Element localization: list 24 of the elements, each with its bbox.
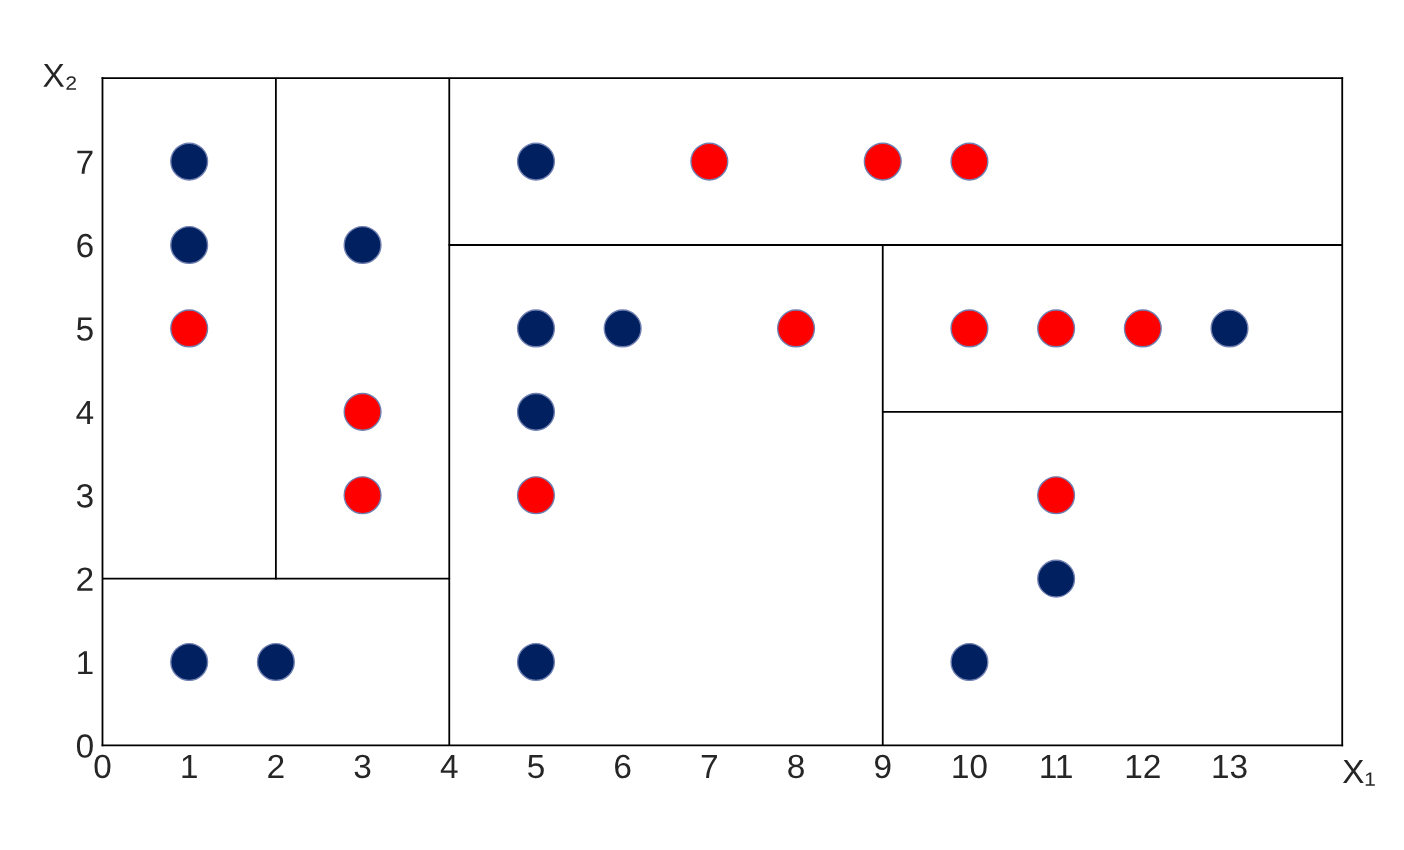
y-tick-label: 1 — [78, 651, 93, 675]
x-tick-label: 5 — [528, 755, 544, 779]
x-tick-label: 9 — [875, 754, 891, 779]
x-tick-label: 13 — [1213, 754, 1247, 779]
x-tick-label: 1 — [182, 755, 197, 778]
y-axis-title: X₂ — [43, 63, 77, 90]
y-tick-label: 3 — [76, 484, 93, 508]
x-tick-label: 0 — [94, 754, 111, 779]
x-tick-label: 12 — [1126, 754, 1160, 778]
x-tick-label: 8 — [788, 754, 804, 779]
y-tick-label: 6 — [77, 233, 93, 258]
y-tick-label: 5 — [76, 317, 93, 341]
y-tick-label: 0 — [76, 734, 93, 758]
x-tick-label: 11 — [1041, 755, 1072, 778]
x-tick-label: 7 — [701, 755, 717, 778]
x-tick-label: 3 — [354, 754, 371, 779]
x-tick-label: 6 — [615, 754, 631, 779]
y-tick-label: 7 — [77, 150, 93, 174]
y-tick-label: 2 — [77, 567, 93, 591]
x-axis-title: X₁ — [1342, 760, 1375, 786]
y-tick-label: 4 — [76, 400, 94, 424]
x-tick-label: 10 — [953, 754, 987, 779]
x-tick-label: 2 — [268, 754, 284, 778]
x-tick-label: 4 — [440, 755, 458, 778]
